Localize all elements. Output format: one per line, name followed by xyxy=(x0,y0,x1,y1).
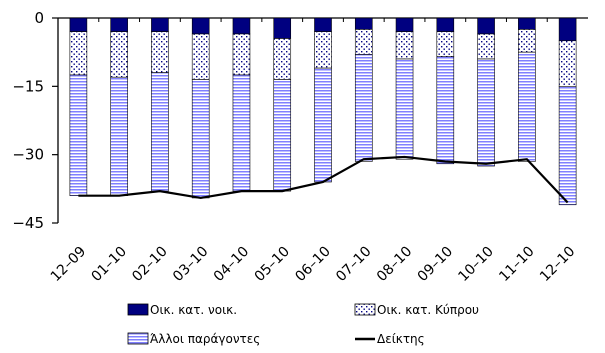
x-tick-label: 03–10 xyxy=(170,244,211,285)
bar-dots-08-10 xyxy=(395,31,414,60)
bar-dots-04-10 xyxy=(232,33,251,76)
bar-hstripes-07-10 xyxy=(354,54,373,162)
bar-hstripes-11-10 xyxy=(518,51,536,162)
bar-solid-03-10 xyxy=(191,17,210,35)
bar-solid-10-10 xyxy=(477,17,495,35)
x-tick-label: 01–10 xyxy=(89,244,130,285)
bar-solid-05-10 xyxy=(273,17,292,39)
bar-solid-09-10 xyxy=(436,17,455,32)
y-tick-label: −15 xyxy=(12,77,44,95)
bar-hstripes-09-10 xyxy=(436,56,455,165)
bar-dots-09-10 xyxy=(436,31,455,58)
bar-hstripes-08-10 xyxy=(395,58,414,160)
bar-solid-12-09 xyxy=(69,17,88,32)
bar-dots-02-10 xyxy=(151,31,169,73)
bar-dots-01-10 xyxy=(110,31,128,78)
bar-dots-07-10 xyxy=(354,29,373,55)
x-tick-label: 12–09 xyxy=(48,244,89,285)
bar-solid-06-10 xyxy=(314,17,332,32)
bar-dots-03-10 xyxy=(191,33,210,80)
bar-solid-12-10 xyxy=(558,17,577,42)
x-tick-label: 05–10 xyxy=(252,244,293,285)
bar-hstripes-02-10 xyxy=(151,72,169,192)
x-tick-label: 08–10 xyxy=(374,244,415,285)
bar-dots-06-10 xyxy=(314,31,332,69)
legend-swatch xyxy=(127,332,149,345)
bar-hstripes-10-10 xyxy=(477,58,495,167)
legend-label: Δείκτης xyxy=(377,332,425,346)
bar-dots-12-10 xyxy=(558,40,577,87)
x-tick-label: 12–10 xyxy=(537,244,578,285)
bar-hstripes-01-10 xyxy=(110,76,128,196)
bar-hstripes-12-10 xyxy=(558,86,577,206)
bar-hstripes-04-10 xyxy=(232,74,251,192)
x-tick-label: 11–10 xyxy=(496,244,537,285)
x-tick-label: 02–10 xyxy=(129,244,170,285)
legend-label: Οικ. κατ. Κύπρου xyxy=(377,303,479,317)
bar-solid-01-10 xyxy=(110,17,128,32)
y-tick-label: 0 xyxy=(34,9,44,27)
bar-hstripes-06-10 xyxy=(314,67,332,183)
x-tick-label: 10–10 xyxy=(455,244,496,285)
bar-solid-04-10 xyxy=(232,17,251,35)
bar-dots-11-10 xyxy=(518,29,536,53)
x-tick-label: 06–10 xyxy=(292,244,333,285)
bar-dots-05-10 xyxy=(273,38,292,80)
bar-dots-10-10 xyxy=(477,33,495,60)
bar-dots-12-09 xyxy=(69,31,88,76)
bar-solid-07-10 xyxy=(354,17,373,30)
bar-hstripes-12-09 xyxy=(69,74,88,196)
bar-solid-08-10 xyxy=(395,17,414,32)
legend-label: Οικ. κατ. νοικ. xyxy=(150,303,237,317)
legend-label: Άλλοι παράγοντες xyxy=(150,332,260,346)
x-tick-label: 07–10 xyxy=(333,244,374,285)
x-tick-label: 09–10 xyxy=(415,244,456,285)
bar-hstripes-03-10 xyxy=(191,79,210,199)
bar-hstripes-05-10 xyxy=(273,79,292,192)
legend: Οικ. κατ. νοικ. Οικ. κατ. Κύπρου Άλλοι παρ… xyxy=(127,303,479,346)
x-tick-label: 04–10 xyxy=(211,244,252,285)
bar-solid-11-10 xyxy=(518,17,536,30)
legend-swatch xyxy=(354,303,376,316)
legend-swatch xyxy=(127,303,149,316)
y-tick-label: −30 xyxy=(12,146,44,164)
y-tick-label: −45 xyxy=(12,214,44,232)
bar-solid-02-10 xyxy=(151,17,169,32)
